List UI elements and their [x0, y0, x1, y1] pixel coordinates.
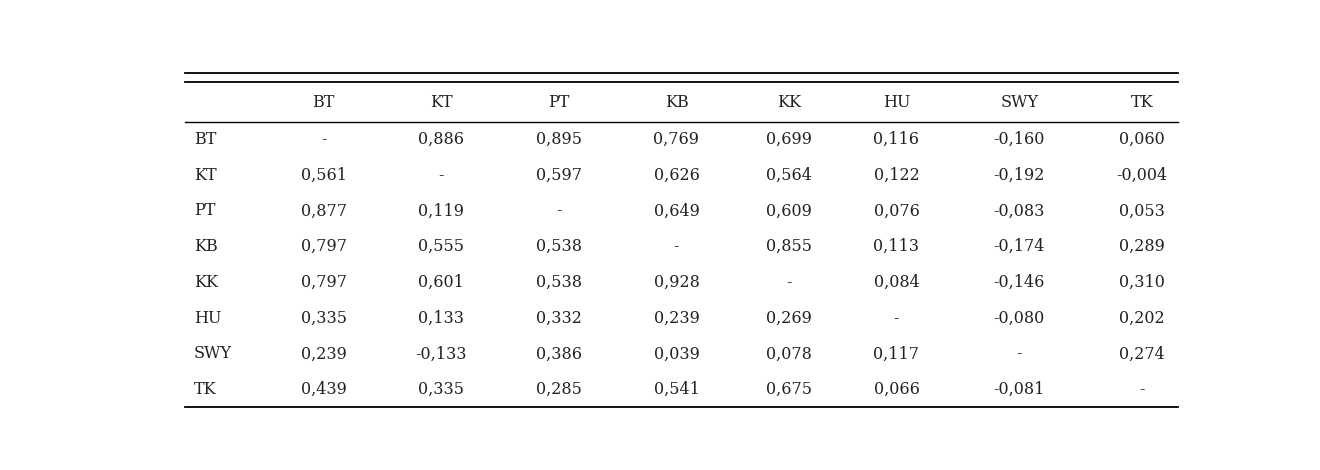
Text: 0,769: 0,769 [653, 131, 700, 148]
Text: -0,080: -0,080 [994, 310, 1045, 327]
Text: 0,122: 0,122 [874, 167, 919, 184]
Text: 0,877: 0,877 [301, 203, 347, 219]
Text: 0,269: 0,269 [766, 310, 812, 327]
Text: 0,285: 0,285 [536, 381, 582, 398]
Text: 0,626: 0,626 [653, 167, 700, 184]
Text: -0,081: -0,081 [994, 381, 1045, 398]
Text: 0,439: 0,439 [301, 381, 347, 398]
Text: 0,133: 0,133 [418, 310, 465, 327]
Text: 0,386: 0,386 [536, 345, 582, 362]
Text: KB: KB [194, 238, 218, 255]
Text: 0,609: 0,609 [766, 203, 812, 219]
Text: KT: KT [430, 94, 453, 111]
Text: 0,078: 0,078 [766, 345, 812, 362]
Text: -0,004: -0,004 [1117, 167, 1167, 184]
Text: 0,202: 0,202 [1119, 310, 1164, 327]
Text: -0,146: -0,146 [994, 274, 1045, 291]
Text: 0,699: 0,699 [766, 131, 812, 148]
Text: TK: TK [194, 381, 216, 398]
Text: 0,797: 0,797 [301, 274, 347, 291]
Text: 0,239: 0,239 [301, 345, 347, 362]
Text: PT: PT [548, 94, 569, 111]
Text: BT: BT [194, 131, 216, 148]
Text: -: - [1016, 345, 1022, 362]
Text: -0,083: -0,083 [994, 203, 1045, 219]
Text: 0,076: 0,076 [874, 203, 920, 219]
Text: 0,541: 0,541 [653, 381, 700, 398]
Text: 0,066: 0,066 [874, 381, 920, 398]
Text: -: - [321, 131, 326, 148]
Text: 0,895: 0,895 [536, 131, 582, 148]
Text: 0,289: 0,289 [1119, 238, 1166, 255]
Text: TK: TK [1131, 94, 1154, 111]
Text: 0,335: 0,335 [301, 310, 347, 327]
Text: -: - [787, 274, 792, 291]
Text: 0,332: 0,332 [536, 310, 582, 327]
Text: HU: HU [194, 310, 222, 327]
Text: -0,174: -0,174 [994, 238, 1045, 255]
Text: 0,675: 0,675 [766, 381, 812, 398]
Text: 0,117: 0,117 [874, 345, 920, 362]
Text: 0,561: 0,561 [301, 167, 347, 184]
Text: 0,649: 0,649 [653, 203, 700, 219]
Text: 0,084: 0,084 [874, 274, 919, 291]
Text: KK: KK [777, 94, 801, 111]
Text: 0,053: 0,053 [1119, 203, 1166, 219]
Text: 0,597: 0,597 [536, 167, 582, 184]
Text: 0,928: 0,928 [653, 274, 700, 291]
Text: BT: BT [313, 94, 335, 111]
Text: 0,274: 0,274 [1119, 345, 1164, 362]
Text: 0,564: 0,564 [766, 167, 812, 184]
Text: 0,116: 0,116 [874, 131, 920, 148]
Text: 0,538: 0,538 [536, 238, 582, 255]
Text: -0,192: -0,192 [994, 167, 1045, 184]
Text: 0,060: 0,060 [1119, 131, 1164, 148]
Text: 0,555: 0,555 [418, 238, 465, 255]
Text: 0,039: 0,039 [653, 345, 700, 362]
Text: -: - [438, 167, 444, 184]
Text: -0,133: -0,133 [416, 345, 467, 362]
Text: -: - [1139, 381, 1144, 398]
Text: 0,119: 0,119 [418, 203, 465, 219]
Text: 0,886: 0,886 [418, 131, 465, 148]
Text: 0,601: 0,601 [418, 274, 465, 291]
Text: 0,855: 0,855 [766, 238, 812, 255]
Text: -: - [894, 310, 899, 327]
Text: 0,113: 0,113 [874, 238, 920, 255]
Text: 0,310: 0,310 [1119, 274, 1166, 291]
Text: HU: HU [883, 94, 911, 111]
Text: 0,239: 0,239 [653, 310, 700, 327]
Text: -0,160: -0,160 [994, 131, 1045, 148]
Text: -: - [556, 203, 561, 219]
Text: SWY: SWY [194, 345, 232, 362]
Text: KT: KT [194, 167, 216, 184]
Text: -: - [673, 238, 680, 255]
Text: 0,538: 0,538 [536, 274, 582, 291]
Text: KB: KB [665, 94, 688, 111]
Text: PT: PT [194, 203, 215, 219]
Text: SWY: SWY [1001, 94, 1039, 111]
Text: KK: KK [194, 274, 218, 291]
Text: 0,797: 0,797 [301, 238, 347, 255]
Text: 0,335: 0,335 [418, 381, 465, 398]
